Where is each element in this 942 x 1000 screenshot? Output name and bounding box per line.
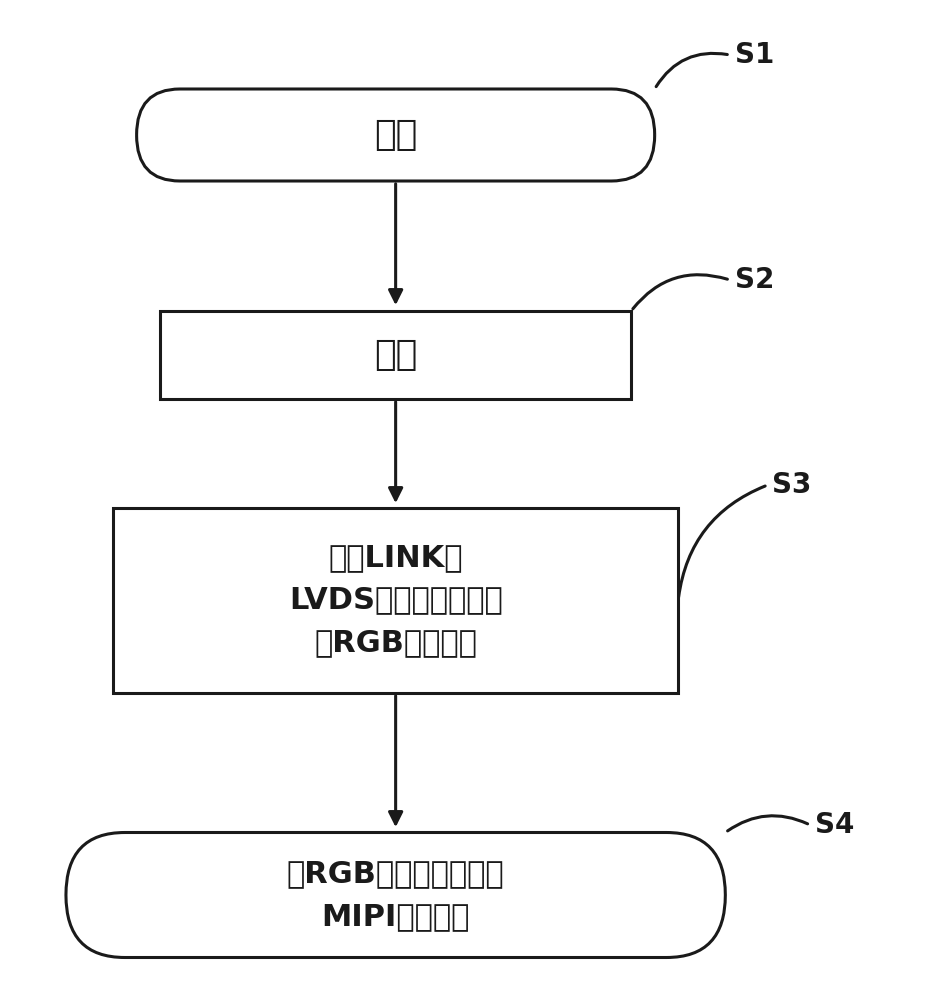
- Text: S4: S4: [815, 811, 854, 839]
- Bar: [113, 508, 678, 692]
- Text: 将RGB视频信号转换为
MIPI视频信号: 将RGB视频信号转换为 MIPI视频信号: [286, 859, 505, 931]
- Text: S1: S1: [735, 41, 774, 69]
- FancyArrowPatch shape: [633, 275, 727, 309]
- FancyArrowPatch shape: [678, 486, 765, 597]
- FancyArrowPatch shape: [727, 816, 807, 831]
- Text: 将单LINK的
LVDS视频源信号转换
为RGB视频信号: 将单LINK的 LVDS视频源信号转换 为RGB视频信号: [289, 543, 502, 657]
- FancyBboxPatch shape: [137, 89, 655, 181]
- FancyArrowPatch shape: [657, 53, 727, 87]
- Text: 接收: 接收: [374, 118, 417, 152]
- Text: S2: S2: [735, 266, 774, 294]
- Text: S3: S3: [772, 471, 812, 499]
- FancyBboxPatch shape: [66, 832, 725, 958]
- Bar: [160, 311, 631, 399]
- Text: 解调: 解调: [374, 338, 417, 372]
